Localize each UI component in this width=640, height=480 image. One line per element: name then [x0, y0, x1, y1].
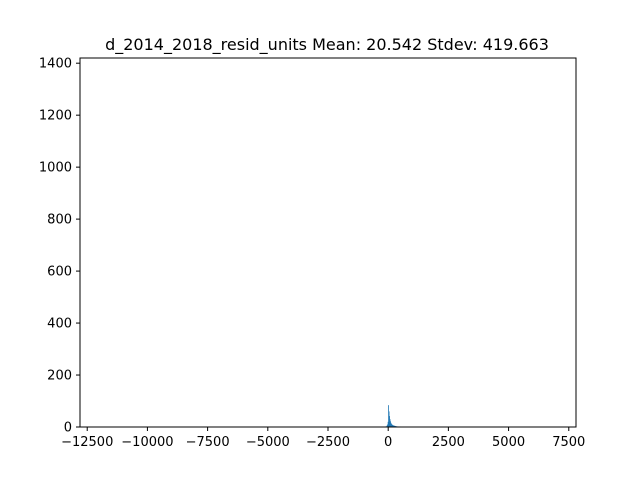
histogram-bar: [388, 411, 390, 427]
histogram-bar: [393, 425, 395, 427]
y-tick-label: 1200: [39, 109, 72, 124]
histogram-bar: [389, 416, 390, 427]
x-tick-label: 2500: [432, 435, 465, 450]
plot-frame: [79, 57, 577, 428]
histogram-bar: [393, 425, 395, 427]
chart-title: d_2014_2018_resid_units Mean: 20.542 Std…: [105, 35, 549, 55]
x-tick-label: −5000: [246, 435, 290, 450]
histogram-bar: [387, 421, 389, 427]
y-tick-label: 800: [47, 213, 72, 228]
x-tick-label: −7500: [186, 435, 230, 450]
bars-group: [383, 405, 409, 427]
x-tick-label: −10000: [121, 435, 173, 450]
histogram-bar: [394, 425, 396, 427]
histogram-bar: [391, 424, 393, 427]
histogram-bar: [392, 424, 393, 427]
y-tick-label: 600: [47, 265, 72, 280]
histogram-bar: [388, 405, 389, 427]
y-tick-label: 400: [47, 317, 72, 332]
y-tick-label: 1000: [39, 161, 72, 176]
x-axis: −12500 −10000 −7500 −5000 −2500 0 2500 5000 7500: [61, 427, 585, 450]
x-tick-label: 7500: [552, 435, 585, 450]
y-tick-label: 200: [47, 369, 72, 384]
y-tick-label: 0: [64, 421, 72, 436]
histogram-bar: [391, 423, 392, 427]
x-tick-label: 5000: [492, 435, 525, 450]
x-tick-label: −2500: [306, 435, 350, 450]
histogram-bar: [393, 425, 394, 427]
x-tick-label: −12500: [61, 435, 113, 450]
histogram-bar: [394, 425, 396, 427]
histogram-bar: [392, 425, 394, 427]
histogram-bar: [389, 419, 391, 427]
histogram-bar: [387, 424, 389, 427]
histogram-bar: [390, 422, 392, 427]
y-tick-label: 1400: [39, 57, 72, 72]
y-axis: 0 200 400 600 800 1000 1200 1400: [39, 57, 80, 436]
x-tick-label: 0: [384, 435, 392, 450]
histogram-bar: [386, 425, 388, 427]
histogram-bar: [390, 421, 391, 427]
